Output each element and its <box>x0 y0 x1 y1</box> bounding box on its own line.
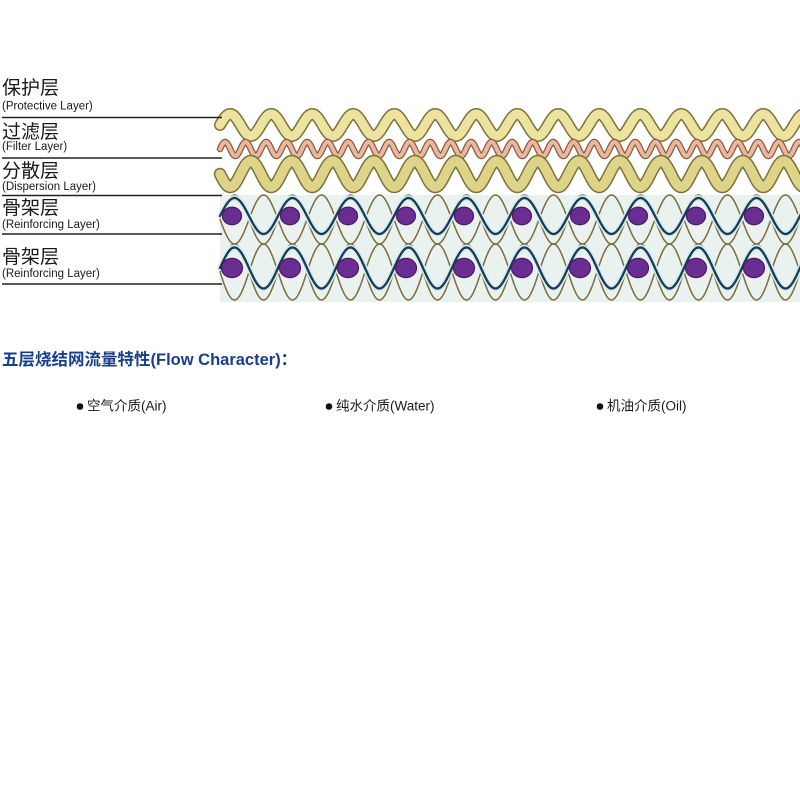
svg-text:(Filter Layer): (Filter Layer) <box>2 141 67 153</box>
svg-text:机油介质(Oil): 机油介质(Oil) <box>607 399 687 414</box>
svg-text:(Protective Layer): (Protective Layer) <box>2 101 93 113</box>
svg-text:骨架层: 骨架层 <box>2 246 59 268</box>
svg-text:过滤层: 过滤层 <box>2 121 59 143</box>
svg-text:保护层: 保护层 <box>2 77 59 99</box>
svg-text:骨架层: 骨架层 <box>2 197 59 219</box>
svg-text:(Reinforcing Layer): (Reinforcing Layer) <box>2 219 100 231</box>
svg-text:空气介质(Air): 空气介质(Air) <box>87 399 167 414</box>
svg-text:五层烧结网流量特性(Flow Character)：: 五层烧结网流量特性(Flow Character)： <box>2 350 297 369</box>
svg-text:(Dispersion Layer): (Dispersion Layer) <box>2 181 96 193</box>
svg-text:纯水介质(Water): 纯水介质(Water) <box>336 399 435 414</box>
svg-text:分散层: 分散层 <box>2 160 59 182</box>
svg-text:(Reinforcing Layer): (Reinforcing Layer) <box>2 268 100 280</box>
